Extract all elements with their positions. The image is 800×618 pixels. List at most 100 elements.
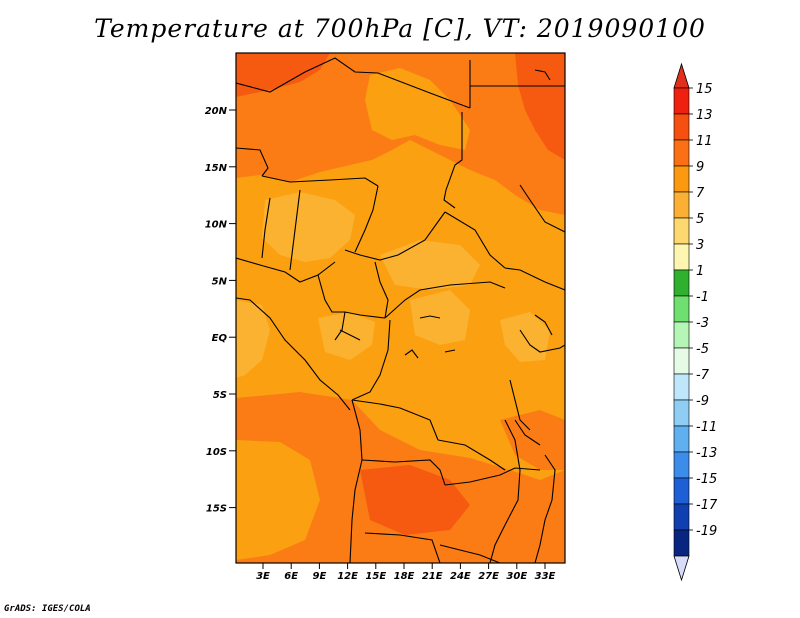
colorbar-label: 3 xyxy=(696,238,704,253)
longitude-axis: 3E 6E 9E 12E 15E 18E 21E 24E 27E 30E 33E xyxy=(256,563,556,582)
colorbar-label: -19 xyxy=(696,524,717,539)
border-line xyxy=(339,329,361,341)
colorbar-label: -1 xyxy=(696,290,709,305)
border-line xyxy=(534,314,553,336)
colorbar-swatch xyxy=(673,113,690,141)
colorbar-swatch xyxy=(673,217,690,245)
border-line xyxy=(236,147,269,177)
border-line xyxy=(519,329,565,353)
colorbar-swatch xyxy=(673,399,690,427)
lat-label: 15N xyxy=(205,163,228,174)
lon-label: 15E xyxy=(365,571,386,582)
field-south-base-tongue xyxy=(236,440,320,560)
colorbar-swatch xyxy=(673,165,690,193)
border-line xyxy=(439,544,501,563)
border-line xyxy=(289,189,301,271)
lon-label: 18E xyxy=(394,571,415,582)
colorbar-swatch xyxy=(673,191,690,219)
field-north-cool-tongue xyxy=(365,68,470,150)
lon-label: 6E xyxy=(284,571,298,582)
border-line xyxy=(384,281,506,319)
lat-label: 20N xyxy=(205,106,228,117)
colorbar-swatch xyxy=(673,425,690,453)
colorbar-swatch xyxy=(673,529,690,557)
border-line xyxy=(344,211,446,261)
colorbar-swatch xyxy=(673,373,690,401)
lake-outline xyxy=(444,349,456,353)
colorbar-swatch xyxy=(673,139,690,167)
lat-label: 10N xyxy=(205,220,228,231)
lake-outline xyxy=(404,349,419,359)
border-line xyxy=(519,184,565,233)
colorbar-label: 15 xyxy=(696,82,713,97)
lat-label: EQ xyxy=(212,333,228,344)
border-line xyxy=(261,197,271,259)
colorbar-swatch xyxy=(673,87,690,115)
colorbar-label: -5 xyxy=(696,342,709,357)
lon-label: 9E xyxy=(313,571,327,582)
border-line xyxy=(437,439,506,471)
colorbar-swatch xyxy=(673,295,690,323)
border-line xyxy=(317,274,386,319)
colorbar: 15 13 11 9 7 5 3 1 -1 -3 -5 -7 -9 -11 -13 -15 -17 -19 xyxy=(673,62,718,582)
map-title: Temperature at 700hPa [C], VT: 201909010… xyxy=(94,14,706,43)
colorbar-swatch xyxy=(673,269,690,297)
lon-label: 3E xyxy=(256,571,270,582)
colorbar-label: -17 xyxy=(696,498,718,513)
colorbar-label: -9 xyxy=(696,394,709,409)
border-line xyxy=(236,57,471,109)
lon-label: 27E xyxy=(478,571,499,582)
lon-label: 24E xyxy=(450,571,471,582)
border-line xyxy=(514,419,541,446)
lon-label: 33E xyxy=(535,571,556,582)
colorbar-label: -7 xyxy=(696,368,710,383)
colorbar-swatch xyxy=(673,347,690,375)
colorbar-label: -15 xyxy=(696,472,717,487)
coastline xyxy=(236,297,351,411)
field-cool-gabon xyxy=(318,312,375,360)
colorbar-label: 9 xyxy=(696,160,704,175)
colorbar-label: -11 xyxy=(696,420,717,435)
latitude-axis: 20N 15N 10N 5N EQ 5S 10S 15S xyxy=(205,106,236,515)
border-line xyxy=(534,454,556,563)
country-borders xyxy=(236,57,565,563)
colorbar-label: 11 xyxy=(696,134,713,149)
lat-label: 5S xyxy=(213,390,227,401)
lake-outline xyxy=(419,315,441,319)
colorbar-swatch xyxy=(673,243,690,271)
border-line xyxy=(374,261,389,319)
colorbar-label: 5 xyxy=(696,212,704,227)
border-line xyxy=(364,532,441,563)
colorbar-top-arrow xyxy=(673,62,690,89)
colorbar-label: -3 xyxy=(696,316,709,331)
colorbar-label: 1 xyxy=(696,264,704,279)
border-line xyxy=(334,311,346,341)
colorbar-swatch xyxy=(673,477,690,505)
colorbar-label: -13 xyxy=(696,446,717,461)
colorbar-label: 13 xyxy=(696,108,713,123)
lat-label: 10S xyxy=(206,447,227,458)
field-nw-hot xyxy=(236,53,330,97)
border-line xyxy=(361,459,446,486)
lat-label: 5N xyxy=(212,276,228,287)
border-line xyxy=(351,319,391,401)
border-line xyxy=(444,211,506,269)
border-line xyxy=(261,175,379,187)
border-line xyxy=(504,267,565,291)
lat-label: 15S xyxy=(206,504,227,515)
grads-credit: GrADS: IGES/COLA xyxy=(4,604,91,614)
lon-label: 12E xyxy=(337,571,358,582)
border-line xyxy=(236,257,336,283)
border-line xyxy=(509,379,531,431)
lon-label: 30E xyxy=(506,571,527,582)
field-cool-center xyxy=(380,240,480,290)
border-line xyxy=(351,399,439,441)
border-line xyxy=(444,467,541,486)
field-ne-hot xyxy=(515,53,565,160)
colorbar-swatch xyxy=(673,321,690,349)
colorbar-label: 7 xyxy=(696,186,705,201)
lon-label: 21E xyxy=(422,571,443,582)
border-line xyxy=(354,185,379,253)
coastline xyxy=(534,69,551,81)
